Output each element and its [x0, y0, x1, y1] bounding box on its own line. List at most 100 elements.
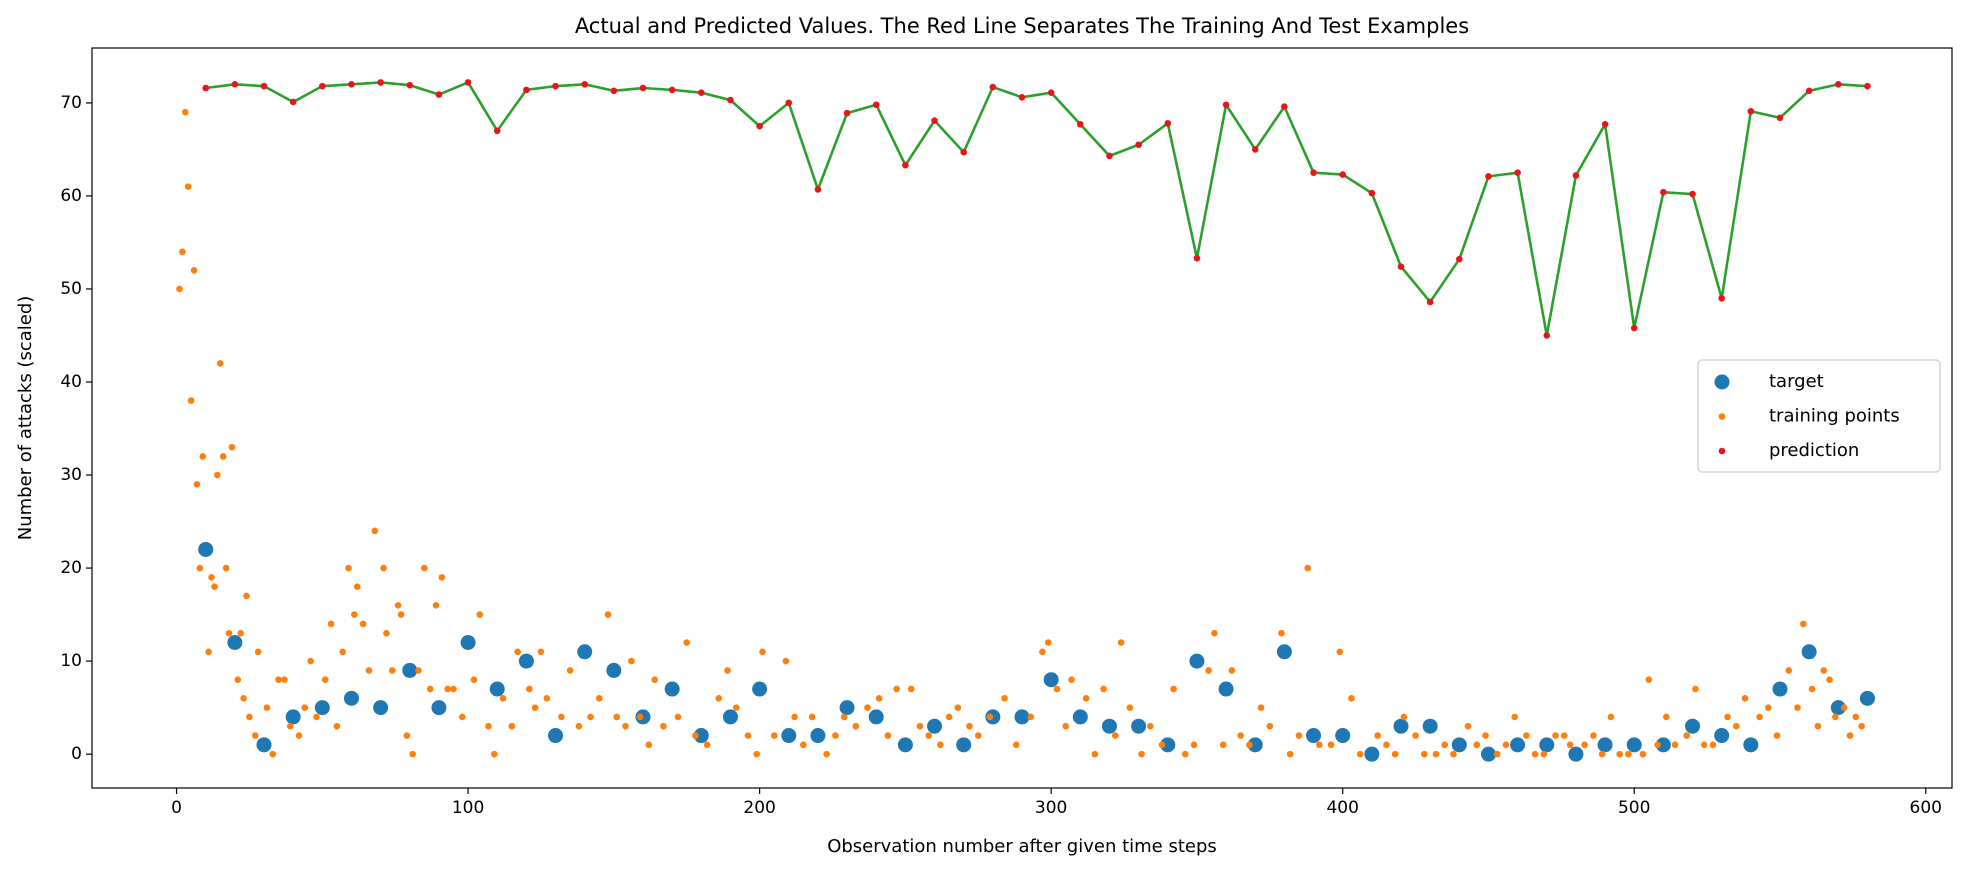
point [698, 89, 705, 96]
point [1543, 332, 1551, 339]
point [956, 737, 972, 753]
point [493, 127, 501, 135]
point [426, 685, 434, 693]
point [664, 681, 680, 697]
point [1473, 741, 1481, 749]
point [179, 248, 186, 256]
legend-box [1697, 359, 1941, 473]
point [1852, 713, 1860, 721]
point [931, 117, 938, 124]
point [575, 722, 583, 730]
point [1814, 722, 1822, 730]
point [552, 82, 559, 90]
point [1743, 737, 1759, 753]
point [518, 653, 534, 669]
point [1164, 120, 1172, 127]
point [1412, 732, 1419, 739]
point [514, 648, 521, 656]
point [1568, 746, 1584, 762]
point [1053, 685, 1061, 693]
point [543, 695, 551, 702]
point [1671, 741, 1679, 749]
point [275, 676, 282, 684]
point [1047, 89, 1055, 96]
point [1222, 101, 1230, 109]
point [727, 96, 734, 104]
point [1826, 676, 1833, 684]
point [1001, 695, 1008, 702]
point [251, 732, 259, 739]
point [1335, 728, 1351, 744]
point [1732, 722, 1740, 730]
point [1356, 750, 1364, 758]
point [785, 99, 793, 107]
y-tick-label: 0 [71, 744, 82, 764]
point [613, 713, 621, 721]
point [397, 611, 405, 618]
point [1251, 146, 1259, 153]
point [1709, 741, 1717, 749]
point [1566, 741, 1574, 749]
point [464, 79, 472, 86]
point [595, 695, 603, 702]
point [1820, 667, 1828, 674]
point [1625, 750, 1632, 758]
point [1607, 713, 1615, 721]
point [1014, 709, 1030, 725]
point [432, 601, 440, 609]
point [409, 750, 416, 758]
point [444, 685, 451, 693]
point [246, 713, 253, 721]
point [1306, 728, 1322, 744]
point [1510, 737, 1526, 753]
point [227, 634, 243, 650]
point [281, 676, 288, 684]
point [1400, 713, 1408, 721]
point [1426, 298, 1434, 306]
point [1846, 732, 1854, 739]
point [897, 737, 913, 753]
legend-label: prediction [1769, 440, 1859, 461]
y-tick-label: 10 [60, 651, 82, 671]
y-tick-label: 70 [60, 93, 82, 113]
point [1808, 685, 1816, 693]
point [377, 79, 384, 86]
point [925, 732, 933, 739]
point [219, 453, 227, 460]
point [1062, 722, 1070, 730]
point [1339, 171, 1346, 178]
point [636, 713, 644, 721]
point [1393, 718, 1409, 734]
point [1044, 639, 1052, 646]
point [1295, 732, 1303, 739]
point [1660, 188, 1667, 196]
point [1805, 87, 1813, 95]
point [1480, 746, 1496, 762]
point [526, 685, 533, 693]
point [1689, 190, 1696, 198]
point [1218, 681, 1234, 697]
x-tick-label: 100 [452, 798, 484, 818]
point [1027, 713, 1035, 721]
point [1794, 704, 1801, 711]
point [1523, 732, 1530, 739]
legend-marker [1718, 447, 1726, 455]
point [902, 161, 909, 169]
point [348, 80, 355, 88]
point [927, 718, 943, 734]
point [639, 84, 647, 92]
legend-marker [1718, 413, 1726, 420]
y-axis-label: Number of attacks (scaled) [15, 296, 36, 541]
point [1645, 676, 1653, 684]
point [499, 695, 507, 702]
point [460, 634, 476, 650]
point [319, 82, 326, 90]
point [843, 109, 851, 117]
point [989, 83, 997, 91]
point [343, 690, 359, 706]
point [435, 91, 443, 98]
point [476, 611, 484, 618]
point [256, 737, 272, 753]
point [301, 704, 309, 711]
point [668, 86, 676, 94]
